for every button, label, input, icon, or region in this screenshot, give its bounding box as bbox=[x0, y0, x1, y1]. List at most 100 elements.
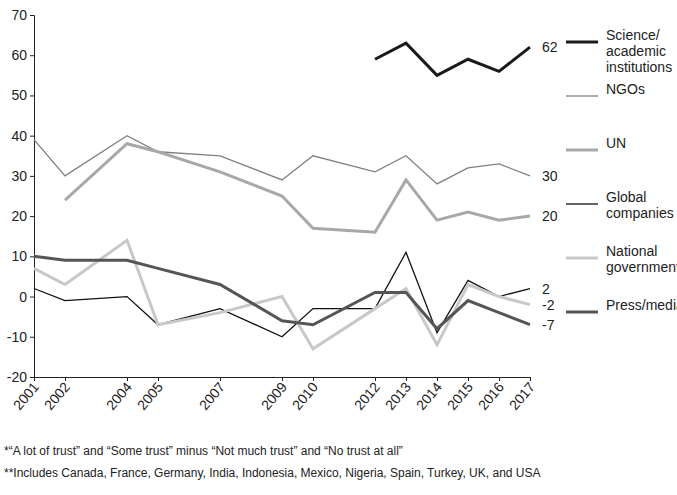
series-line bbox=[34, 256, 530, 328]
x-tick: 2012 bbox=[351, 377, 383, 413]
y-tick-mark bbox=[30, 15, 34, 16]
y-tick-mark bbox=[30, 377, 34, 378]
y-tick: 70 bbox=[11, 7, 34, 23]
series-line bbox=[34, 252, 530, 336]
x-tick: 2015 bbox=[444, 377, 476, 413]
x-tick-mark bbox=[282, 377, 283, 381]
x-tick-label: 2002 bbox=[41, 379, 73, 413]
x-tick-label: 2014 bbox=[413, 379, 445, 413]
x-tick: 2001 bbox=[10, 377, 42, 413]
legend-label: Press/media bbox=[606, 297, 677, 313]
x-tick-label: 2009 bbox=[258, 379, 290, 413]
x-tick-label: 2007 bbox=[196, 379, 228, 413]
y-tick: 30 bbox=[11, 168, 34, 184]
chart: -20-100102030405060702001200220042005200… bbox=[0, 0, 677, 495]
series-line bbox=[34, 240, 530, 349]
y-tick-mark bbox=[30, 95, 34, 96]
legend-label: UN bbox=[606, 135, 626, 151]
data-label: -7 bbox=[542, 317, 555, 333]
x-tick-mark bbox=[34, 377, 35, 381]
y-tick: 10 bbox=[11, 248, 34, 264]
plot-area bbox=[34, 43, 530, 349]
legend: Science/academicinstitutions NGOs UN Global… bbox=[566, 27, 677, 313]
data-label: 62 bbox=[542, 39, 558, 55]
y-tick-mark bbox=[30, 256, 34, 257]
y-tick-label: 10 bbox=[11, 248, 27, 264]
x-tick: 2009 bbox=[258, 377, 290, 413]
x-tick-mark bbox=[468, 377, 469, 381]
x-tick: 2016 bbox=[475, 377, 507, 413]
legend-label: NGOs bbox=[606, 81, 645, 97]
x-tick-mark bbox=[158, 377, 159, 381]
legend-label: Science/academicinstitutions bbox=[606, 27, 672, 75]
x-tick-label: 2010 bbox=[289, 379, 321, 413]
y-axis-line bbox=[30, 16, 35, 378]
legend-swatch bbox=[566, 311, 598, 314]
series-line bbox=[65, 144, 530, 232]
y-tick-label: -20 bbox=[7, 369, 27, 385]
data-label: 2 bbox=[542, 281, 550, 297]
x-tick: 2005 bbox=[134, 377, 166, 413]
legend-swatch bbox=[566, 203, 598, 204]
y-tick-label: -10 bbox=[7, 329, 27, 345]
x-tick-mark bbox=[437, 377, 438, 381]
x-axis-line bbox=[35, 378, 531, 382]
x-tick-mark bbox=[499, 377, 500, 381]
data-labels: 62 30 20 2-2 -7 bbox=[542, 39, 558, 333]
legend-swatch bbox=[566, 149, 598, 152]
x-tick-mark bbox=[530, 377, 531, 381]
data-label: -2 bbox=[542, 297, 555, 313]
x-tick: 2013 bbox=[382, 377, 414, 413]
y-tick-mark bbox=[30, 176, 34, 177]
x-axis: 20012002 20042005 2007 20092010 201220132014… bbox=[10, 377, 538, 413]
y-tick-label: 0 bbox=[19, 289, 27, 305]
legend-item: UN bbox=[566, 135, 626, 151]
legend-item: Press/media bbox=[566, 297, 677, 313]
y-tick: 20 bbox=[11, 208, 34, 224]
y-tick-label: 40 bbox=[11, 128, 27, 144]
legend-item: NGOs bbox=[566, 81, 645, 97]
x-tick-label: 2013 bbox=[382, 379, 414, 413]
x-tick-label: 2015 bbox=[444, 379, 476, 413]
y-tick-mark bbox=[30, 55, 34, 56]
legend-item: Nationalgovernment bbox=[566, 243, 677, 275]
y-tick-mark bbox=[30, 136, 34, 137]
legend-swatch bbox=[566, 95, 598, 96]
y-tick: -10 bbox=[7, 329, 34, 345]
x-tick-label: 2012 bbox=[351, 379, 383, 413]
y-axis: -20 -10 0 10 20 30 40 50 60 70 bbox=[7, 7, 35, 385]
x-tick-label: 2017 bbox=[506, 379, 538, 413]
footnote: **Includes Canada, France, Germany, Indi… bbox=[4, 466, 541, 480]
y-tick: 40 bbox=[11, 128, 34, 144]
x-tick-label: 2001 bbox=[10, 379, 42, 413]
x-tick: 2002 bbox=[41, 377, 73, 413]
data-label: 30 bbox=[542, 168, 558, 184]
y-tick-mark bbox=[30, 297, 34, 298]
y-tick-mark bbox=[30, 337, 34, 338]
legend-item: Science/academicinstitutions bbox=[566, 27, 672, 75]
data-label: 20 bbox=[542, 208, 558, 224]
x-tick-label: 2016 bbox=[475, 379, 507, 413]
footnote: *“A lot of trust” and “Some trust” minus… bbox=[4, 444, 403, 458]
x-tick: 2014 bbox=[413, 377, 445, 413]
legend-item: Globalcompanies bbox=[566, 189, 674, 221]
series-line bbox=[375, 43, 530, 75]
x-tick-mark bbox=[406, 377, 407, 381]
y-tick: 60 bbox=[11, 47, 34, 63]
x-tick: 2017 bbox=[506, 377, 538, 413]
x-tick-label: 2005 bbox=[134, 379, 166, 413]
y-tick-label: 70 bbox=[11, 7, 27, 23]
x-tick-mark bbox=[313, 377, 314, 381]
x-tick: 2004 bbox=[103, 377, 135, 413]
x-tick-mark bbox=[127, 377, 128, 381]
legend-swatch bbox=[566, 257, 598, 260]
x-tick-mark bbox=[375, 377, 376, 381]
y-tick-label: 60 bbox=[11, 47, 27, 63]
x-tick: 2010 bbox=[289, 377, 321, 413]
y-tick-mark bbox=[30, 216, 34, 217]
notes: *“A lot of trust” and “Some trust” minus… bbox=[4, 444, 541, 480]
x-tick-mark bbox=[220, 377, 221, 381]
y-tick: 50 bbox=[11, 87, 34, 103]
legend-label: Nationalgovernment bbox=[606, 243, 677, 275]
y-tick-label: 30 bbox=[11, 168, 27, 184]
